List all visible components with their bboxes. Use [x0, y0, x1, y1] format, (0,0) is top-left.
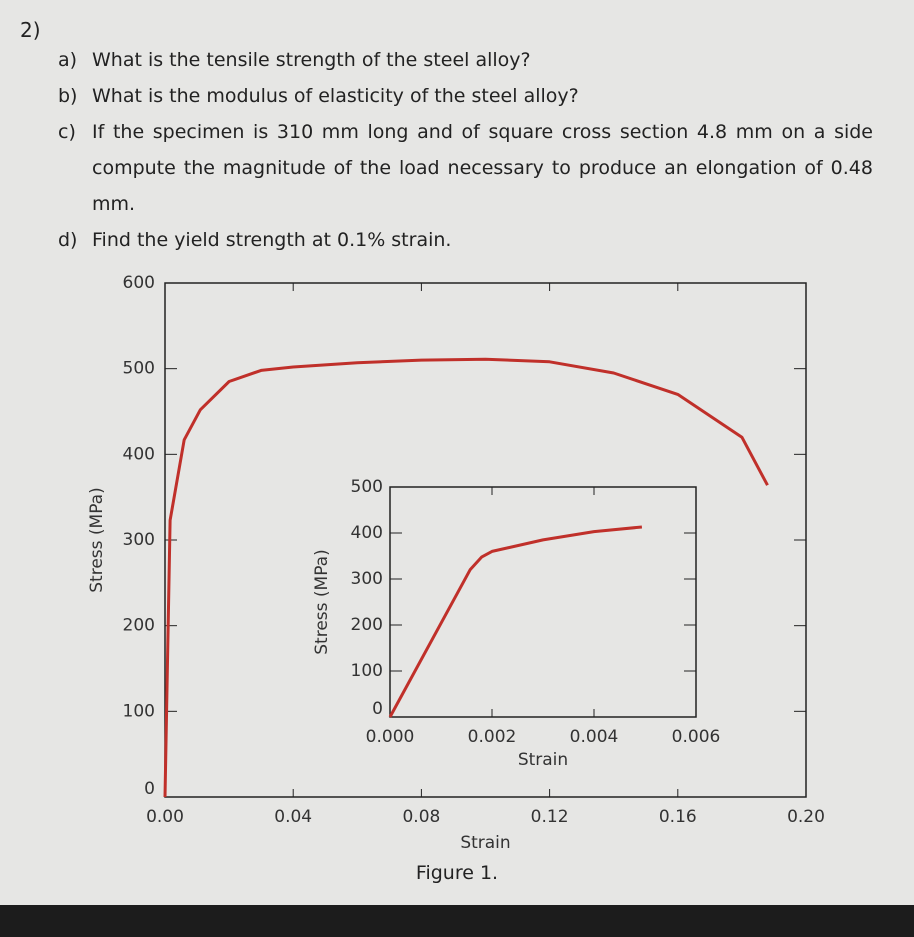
y-tick-label: 200: [351, 615, 383, 635]
caption: Figure 1.: [415, 862, 499, 884]
question: c) If the specimen is 310 mm long and of …: [58, 114, 873, 222]
y-tick-label: 400: [351, 523, 383, 543]
y-tick-label: 300: [123, 530, 155, 550]
y-tick-label: 0: [144, 779, 155, 799]
question-text: If the specimen is 310 mm long and of sq…: [92, 121, 873, 215]
y-tick-label: 100: [123, 701, 155, 721]
question-label: c): [58, 121, 76, 143]
x-tick-label: 0.08: [402, 807, 440, 827]
screen-edge: [0, 905, 914, 937]
x-tick-label: 0.006: [672, 727, 721, 747]
y-tick-label: 300: [351, 569, 383, 589]
figure: 0.00 0.04 0.08 0.12 0.16 0.20 0 100 200 300 400 500…: [87, 273, 825, 853]
question-label: a): [58, 49, 78, 71]
y-tick-label: 500: [123, 359, 155, 379]
y-tick-label: 200: [123, 616, 155, 636]
x-tick-label: 0.20: [787, 807, 825, 827]
x-tick-label: 0.00: [146, 807, 184, 827]
question-label: d): [58, 229, 78, 251]
y-tick-label: 100: [351, 661, 383, 681]
stress-strain-curve: [388, 525, 643, 718]
question-text: Find the yield strength at 0.1% strain.: [92, 229, 452, 251]
y-axis-label: Stress (MPa): [87, 487, 107, 593]
question-number: 2): [20, 18, 41, 42]
question: a) What is the tensile strength of the st…: [58, 42, 873, 78]
y-tick-label: 500: [351, 477, 383, 497]
x-tick-label: 0.002: [468, 727, 517, 747]
x-tick-label: 0.16: [659, 807, 697, 827]
x-axis-label: Strain: [518, 750, 568, 770]
x-axis-label: Strain: [460, 833, 510, 853]
plot-frame: [389, 486, 697, 718]
x-tick-label: 0.12: [531, 807, 569, 827]
y-tick-label: 600: [123, 273, 155, 293]
x-tick-label: 0.000: [366, 727, 415, 747]
question-label: b): [58, 85, 78, 107]
y-tick-label: 400: [123, 444, 155, 464]
y-axis-label: Stress (MPa): [312, 549, 332, 655]
question: b) What is the modulus of elasticity of t…: [58, 78, 873, 114]
y-tick-label: 0: [372, 699, 383, 719]
question-text: What is the tensile strength of the stee…: [92, 49, 531, 71]
question-text: What is the modulus of elasticity of the…: [92, 85, 579, 107]
x-tick-label: 0.04: [274, 807, 312, 827]
x-tick-label: 0.004: [570, 727, 619, 747]
question: d) Find the yield strength at 0.1% strain…: [58, 222, 873, 258]
stress-strain-curve: [163, 357, 769, 798]
